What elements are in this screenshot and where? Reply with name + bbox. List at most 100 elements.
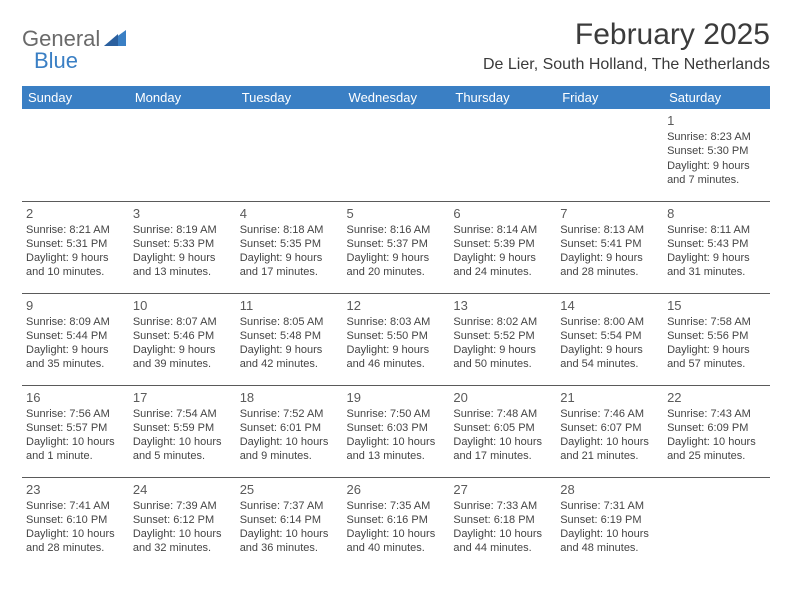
day-number: 16 <box>26 390 125 405</box>
day-info: Sunrise: 8:09 AMSunset: 5:44 PMDaylight:… <box>26 315 125 372</box>
day-info: Sunrise: 8:03 AMSunset: 5:50 PMDaylight:… <box>347 315 446 372</box>
calendar-day-cell: 23 Sunrise: 7:41 AMSunset: 6:10 PMDayligh… <box>22 477 129 569</box>
calendar-week-row: 1 Sunrise: 8:23 AMSunset: 5:30 PMDaylight… <box>22 109 770 201</box>
logo-sub: Blue <box>34 48 78 74</box>
day-header: Tuesday <box>236 86 343 109</box>
calendar-empty-cell <box>22 109 129 201</box>
calendar-day-cell: 20 Sunrise: 7:48 AMSunset: 6:05 PMDayligh… <box>449 385 556 477</box>
day-number: 20 <box>453 390 552 405</box>
day-info: Sunrise: 7:56 AMSunset: 5:57 PMDaylight:… <box>26 407 125 464</box>
day-info: Sunrise: 8:21 AMSunset: 5:31 PMDaylight:… <box>26 223 125 280</box>
day-number: 18 <box>240 390 339 405</box>
day-number: 28 <box>560 482 659 497</box>
day-header: Sunday <box>22 86 129 109</box>
day-info: Sunrise: 7:39 AMSunset: 6:12 PMDaylight:… <box>133 499 232 556</box>
day-number: 24 <box>133 482 232 497</box>
calendar-day-cell: 25 Sunrise: 7:37 AMSunset: 6:14 PMDayligh… <box>236 477 343 569</box>
day-number: 5 <box>347 206 446 221</box>
month-title: February 2025 <box>483 18 770 52</box>
day-info: Sunrise: 7:35 AMSunset: 6:16 PMDaylight:… <box>347 499 446 556</box>
calendar-day-cell: 16 Sunrise: 7:56 AMSunset: 5:57 PMDayligh… <box>22 385 129 477</box>
day-info: Sunrise: 8:13 AMSunset: 5:41 PMDaylight:… <box>560 223 659 280</box>
calendar-day-cell: 19Sunrise: 7:50 AMSunset: 6:03 PMDayligh… <box>343 385 450 477</box>
day-number: 19 <box>347 390 446 405</box>
day-info: Sunrise: 7:37 AMSunset: 6:14 PMDaylight:… <box>240 499 339 556</box>
calendar-body: 1 Sunrise: 8:23 AMSunset: 5:30 PMDaylight… <box>22 109 770 569</box>
calendar-day-cell: 13Sunrise: 8:02 AMSunset: 5:52 PMDayligh… <box>449 293 556 385</box>
calendar-day-cell: 6 Sunrise: 8:14 AMSunset: 5:39 PMDaylight… <box>449 201 556 293</box>
calendar-table: SundayMondayTuesdayWednesdayThursdayFrid… <box>22 86 770 569</box>
day-number: 10 <box>133 298 232 313</box>
logo-triangle-icon <box>104 28 126 51</box>
calendar-day-cell: 14 Sunrise: 8:00 AMSunset: 5:54 PMDayligh… <box>556 293 663 385</box>
day-info: Sunrise: 7:33 AMSunset: 6:18 PMDaylight:… <box>453 499 552 556</box>
calendar-day-cell: 8 Sunrise: 8:11 AMSunset: 5:43 PMDaylight… <box>663 201 770 293</box>
day-header: Wednesday <box>343 86 450 109</box>
calendar-week-row: 16 Sunrise: 7:56 AMSunset: 5:57 PMDayligh… <box>22 385 770 477</box>
calendar-day-cell: 17 Sunrise: 7:54 AMSunset: 5:59 PMDayligh… <box>129 385 236 477</box>
day-number: 2 <box>26 206 125 221</box>
calendar-week-row: 9Sunrise: 8:09 AMSunset: 5:44 PMDaylight… <box>22 293 770 385</box>
calendar-empty-cell <box>663 477 770 569</box>
calendar-day-cell: 18Sunrise: 7:52 AMSunset: 6:01 PMDayligh… <box>236 385 343 477</box>
calendar-day-cell: 26 Sunrise: 7:35 AMSunset: 6:16 PMDayligh… <box>343 477 450 569</box>
day-number: 7 <box>560 206 659 221</box>
day-info: Sunrise: 8:00 AMSunset: 5:54 PMDaylight:… <box>560 315 659 372</box>
day-number: 4 <box>240 206 339 221</box>
day-info: Sunrise: 8:05 AMSunset: 5:48 PMDaylight:… <box>240 315 339 372</box>
day-number: 8 <box>667 206 766 221</box>
day-info: Sunrise: 8:16 AMSunset: 5:37 PMDaylight:… <box>347 223 446 280</box>
day-info: Sunrise: 8:07 AMSunset: 5:46 PMDaylight:… <box>133 315 232 372</box>
calendar-week-row: 23 Sunrise: 7:41 AMSunset: 6:10 PMDayligh… <box>22 477 770 569</box>
day-info: Sunrise: 8:18 AMSunset: 5:35 PMDaylight:… <box>240 223 339 280</box>
day-info: Sunrise: 7:46 AMSunset: 6:07 PMDaylight:… <box>560 407 659 464</box>
day-number: 27 <box>453 482 552 497</box>
calendar-empty-cell <box>343 109 450 201</box>
day-header: Friday <box>556 86 663 109</box>
day-header: Thursday <box>449 86 556 109</box>
calendar-week-row: 2 Sunrise: 8:21 AMSunset: 5:31 PMDaylight… <box>22 201 770 293</box>
calendar-day-cell: 11 Sunrise: 8:05 AMSunset: 5:48 PMDayligh… <box>236 293 343 385</box>
day-number: 25 <box>240 482 339 497</box>
day-info: Sunrise: 8:19 AMSunset: 5:33 PMDaylight:… <box>133 223 232 280</box>
calendar-day-cell: 4 Sunrise: 8:18 AMSunset: 5:35 PMDaylight… <box>236 201 343 293</box>
day-number: 12 <box>347 298 446 313</box>
day-info: Sunrise: 8:11 AMSunset: 5:43 PMDaylight:… <box>667 223 766 280</box>
calendar-day-cell: 24 Sunrise: 7:39 AMSunset: 6:12 PMDayligh… <box>129 477 236 569</box>
calendar-day-cell: 12 Sunrise: 8:03 AMSunset: 5:50 PMDayligh… <box>343 293 450 385</box>
logo-text-blue: Blue <box>34 48 78 73</box>
calendar-day-cell: 21 Sunrise: 7:46 AMSunset: 6:07 PMDayligh… <box>556 385 663 477</box>
day-info: Sunrise: 7:54 AMSunset: 5:59 PMDaylight:… <box>133 407 232 464</box>
day-number: 15 <box>667 298 766 313</box>
day-info: Sunrise: 7:48 AMSunset: 6:05 PMDaylight:… <box>453 407 552 464</box>
day-number: 1 <box>667 113 766 128</box>
calendar-day-cell: 1 Sunrise: 8:23 AMSunset: 5:30 PMDaylight… <box>663 109 770 201</box>
day-number: 22 <box>667 390 766 405</box>
day-header: Saturday <box>663 86 770 109</box>
day-info: Sunrise: 8:14 AMSunset: 5:39 PMDaylight:… <box>453 223 552 280</box>
calendar-header-row: SundayMondayTuesdayWednesdayThursdayFrid… <box>22 86 770 109</box>
calendar-day-cell: 27 Sunrise: 7:33 AMSunset: 6:18 PMDayligh… <box>449 477 556 569</box>
day-info: Sunrise: 8:02 AMSunset: 5:52 PMDaylight:… <box>453 315 552 372</box>
day-number: 26 <box>347 482 446 497</box>
location-text: De Lier, South Holland, The Netherlands <box>483 56 770 74</box>
day-number: 21 <box>560 390 659 405</box>
calendar-day-cell: 5 Sunrise: 8:16 AMSunset: 5:37 PMDaylight… <box>343 201 450 293</box>
day-number: 6 <box>453 206 552 221</box>
day-number: 14 <box>560 298 659 313</box>
title-block: February 2025 De Lier, South Holland, Th… <box>483 18 770 74</box>
day-number: 3 <box>133 206 232 221</box>
day-info: Sunrise: 7:41 AMSunset: 6:10 PMDaylight:… <box>26 499 125 556</box>
calendar-day-cell: 22Sunrise: 7:43 AMSunset: 6:09 PMDayligh… <box>663 385 770 477</box>
calendar-empty-cell <box>236 109 343 201</box>
day-number: 17 <box>133 390 232 405</box>
day-number: 23 <box>26 482 125 497</box>
calendar-day-cell: 2 Sunrise: 8:21 AMSunset: 5:31 PMDaylight… <box>22 201 129 293</box>
calendar-day-cell: 28Sunrise: 7:31 AMSunset: 6:19 PMDayligh… <box>556 477 663 569</box>
calendar-day-cell: 15Sunrise: 7:58 AMSunset: 5:56 PMDayligh… <box>663 293 770 385</box>
header: General February 2025 De Lier, South Hol… <box>22 18 770 74</box>
calendar-day-cell: 7 Sunrise: 8:13 AMSunset: 5:41 PMDaylight… <box>556 201 663 293</box>
day-info: Sunrise: 8:23 AMSunset: 5:30 PMDaylight:… <box>667 130 766 187</box>
calendar-day-cell: 9Sunrise: 8:09 AMSunset: 5:44 PMDaylight… <box>22 293 129 385</box>
day-number: 11 <box>240 298 339 313</box>
